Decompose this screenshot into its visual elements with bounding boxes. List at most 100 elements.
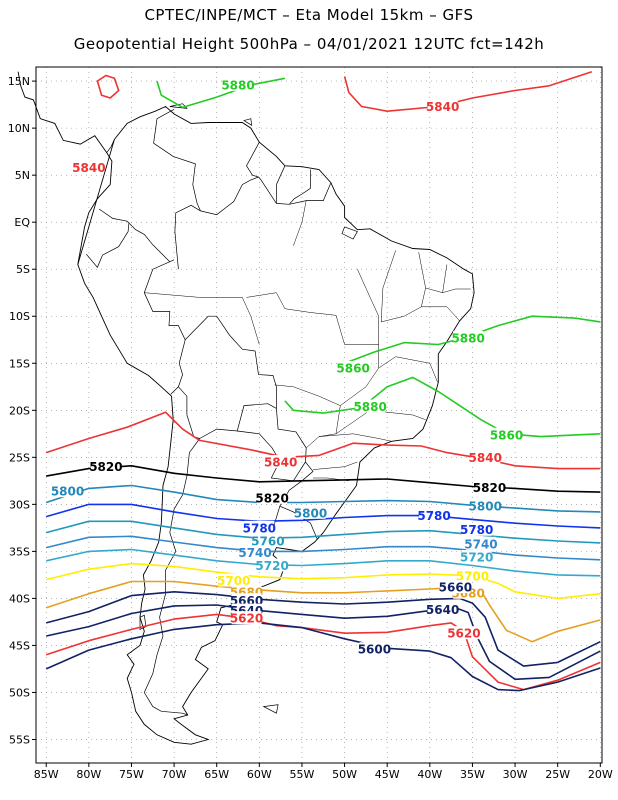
contour-label: 5820 — [473, 481, 506, 495]
contour-5680 — [45, 580, 601, 643]
state-border — [274, 315, 379, 406]
height-contours — [45, 70, 601, 692]
contour-label-bg — [474, 480, 505, 494]
contour-5620 — [45, 613, 601, 691]
contour-label-bg — [427, 99, 458, 113]
lon-tick-label: 85W — [34, 768, 59, 781]
axis-ticks: 85W 80W 75W 70W 65W 60W 55W 50W 45W 40W 35W 30W 25W 2… — [8, 75, 613, 781]
contour-label-bg — [427, 602, 458, 616]
lon-tick-label: 40W — [417, 768, 442, 781]
lat-tick-label: 30S — [9, 498, 30, 511]
state-border — [144, 292, 260, 345]
contour-label: 5880 — [451, 331, 484, 345]
contour-5760 — [45, 520, 601, 544]
contour-5880 — [284, 376, 601, 438]
contour-label-bg — [355, 399, 386, 413]
contour-label: 5780 — [460, 523, 493, 537]
contour-5640 — [46, 604, 601, 681]
state-border — [380, 250, 426, 323]
contour-label-bg — [461, 522, 492, 536]
contour-label: 5620 — [230, 612, 263, 626]
coastlines-and-borders — [17, 71, 475, 745]
island-outline — [262, 704, 279, 714]
contour-label-bg — [240, 545, 271, 559]
lat-tick-label: 50S — [9, 686, 30, 699]
country-border — [199, 403, 277, 439]
contour-label-bg — [265, 455, 296, 469]
country-border — [86, 223, 130, 268]
contour-5800 — [45, 484, 601, 513]
contour-label: 5820 — [255, 491, 288, 505]
contour-label-bg — [461, 550, 492, 564]
lon-tick-label: 80W — [76, 768, 101, 781]
contour-label-bg — [295, 505, 326, 519]
contour-label-bg — [257, 490, 288, 504]
contour-label-bg — [465, 536, 496, 550]
lat-tick-label: 35S — [9, 545, 30, 558]
lon-tick-label: 45W — [375, 768, 400, 781]
country-border — [246, 142, 262, 181]
graticule — [36, 67, 602, 763]
contour-label-bg — [218, 573, 249, 587]
country-border — [260, 179, 332, 205]
state-border — [318, 433, 392, 442]
contour-label: 5760 — [251, 535, 284, 549]
contour-label-bg — [338, 360, 369, 374]
lat-tick-label: 10S — [9, 310, 30, 323]
contour-label: 5640 — [426, 603, 459, 617]
lat-tick-label: 15S — [9, 357, 30, 370]
lat-tick-label: 40S — [9, 592, 30, 605]
state-border — [378, 356, 438, 383]
state-border — [421, 306, 460, 322]
contour-label-bg — [470, 450, 501, 464]
contour-label: 5660 — [439, 581, 472, 595]
lat-tick-label: 45S — [9, 639, 30, 652]
lon-tick-label: 25W — [545, 768, 570, 781]
island-outline — [341, 226, 358, 240]
contour-label-bg — [470, 499, 501, 513]
lat-tick-label: 5N — [15, 169, 30, 182]
contour-label: 5840 — [264, 456, 297, 470]
map-frame — [35, 66, 603, 764]
map-subtitle: Geopotential Height 500hPa – 04/01/2021 … — [73, 35, 545, 53]
contour-label: 5820 — [89, 460, 122, 474]
contour-label: 5880 — [221, 78, 254, 92]
lon-tick-label: 60W — [247, 768, 272, 781]
contour-label: 5860 — [336, 361, 369, 375]
contour-label: 5600 — [358, 643, 391, 657]
state-border — [425, 287, 471, 293]
lon-tick-label: 50W — [332, 768, 357, 781]
contour-label: 5740 — [238, 546, 271, 560]
contour-label-bg — [457, 568, 488, 582]
contour-labels: 5880 5840 5840 5880 5860 5880 5860 5840 5840 5820… — [51, 77, 523, 657]
contour-5700 — [46, 562, 601, 600]
contour-5600 — [45, 622, 601, 692]
contour-label: 5800 — [469, 500, 502, 514]
contour-label-bg — [244, 520, 275, 534]
lat-tick-label: 20S — [9, 404, 30, 417]
contour-label: 5740 — [464, 537, 497, 551]
contour-label-bg — [453, 330, 484, 344]
state-border — [312, 461, 358, 470]
lon-tick-label: 35W — [460, 768, 485, 781]
lon-tick-label: 20W — [588, 768, 613, 781]
contour-5720 — [46, 548, 601, 577]
country-border — [174, 204, 201, 270]
contour-label: 5700 — [217, 574, 250, 588]
contour-label: 5720 — [255, 559, 288, 573]
contour-label-bg — [90, 459, 121, 473]
country-border — [153, 108, 201, 212]
lon-tick-label: 70W — [162, 768, 187, 781]
contour-label-bg — [419, 508, 450, 522]
state-border — [442, 264, 448, 293]
map-title: CPTEC/INPE/MCT – Eta Model 15km – GFS — [144, 6, 474, 24]
country-border — [106, 139, 115, 153]
contour-label: 5800 — [51, 485, 84, 499]
state-border — [246, 292, 337, 316]
contour-label: 5720 — [460, 551, 493, 565]
lon-tick-label: 65W — [204, 768, 229, 781]
lat-tick-label: 5S — [16, 263, 30, 276]
contour-5660 — [45, 591, 601, 667]
contour-5840 — [343, 70, 593, 112]
